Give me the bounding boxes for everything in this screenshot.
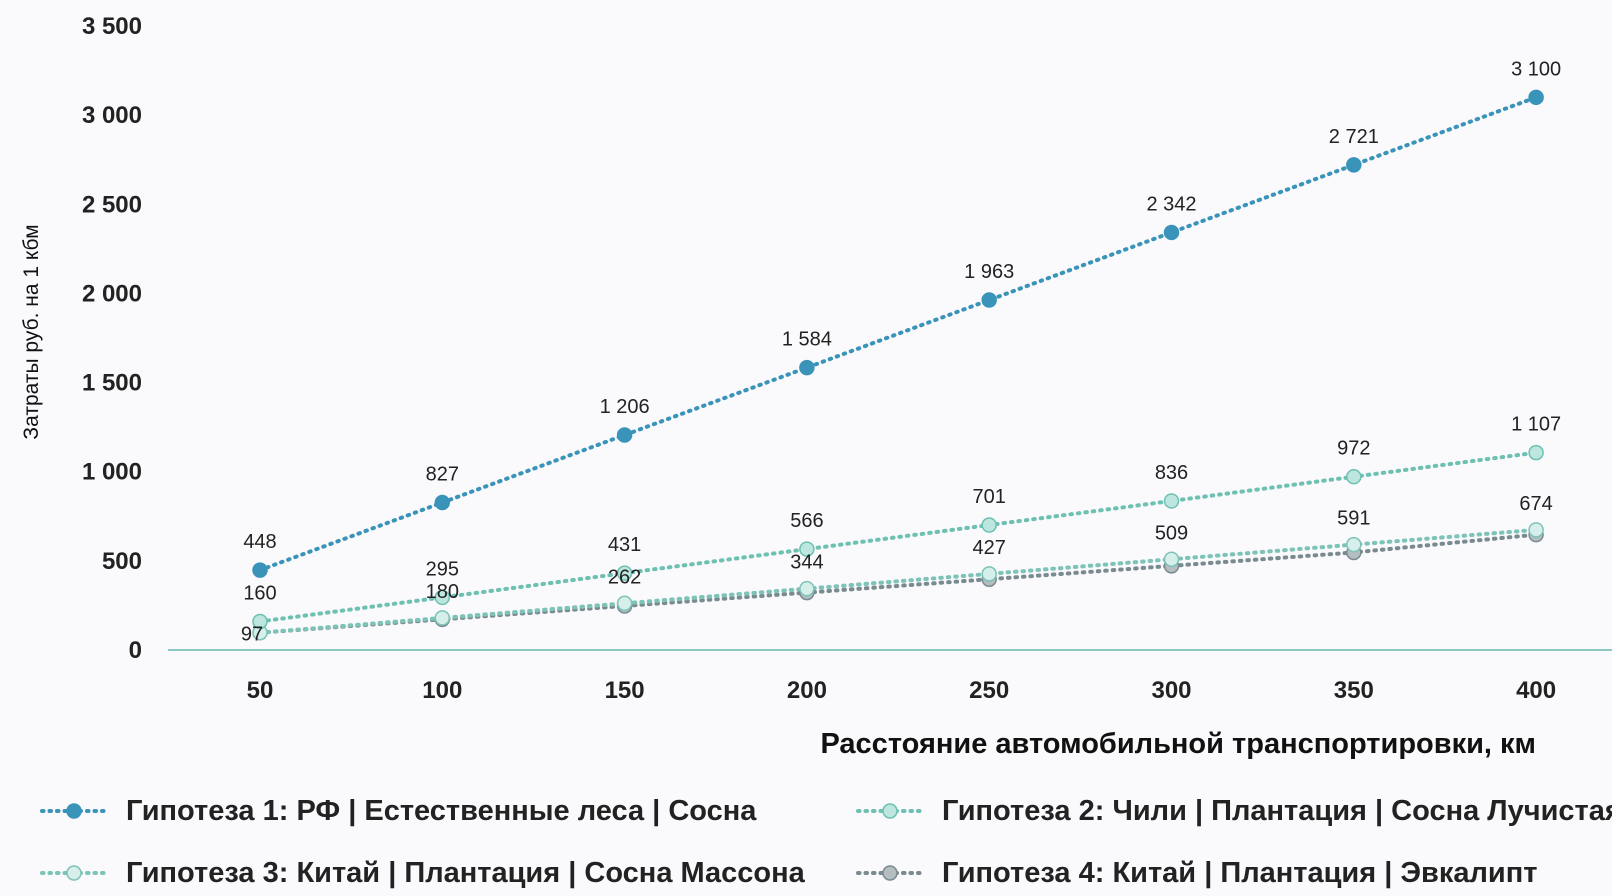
data-point (616, 565, 633, 581)
legend-item: Гипотеза 2: Чили | Плантация | Сосна Луч… (856, 795, 1612, 827)
data-point (981, 517, 997, 533)
x-tick-label: 50 (247, 677, 274, 704)
x-axis-title: Расстояние автомобильной транспортировки… (820, 728, 1536, 760)
y-tick-label: 2 000 (82, 280, 142, 307)
data-label: 427 (973, 537, 1006, 559)
x-tick-label: 150 (605, 677, 645, 704)
data-label: 674 (1519, 493, 1552, 515)
data-point (252, 562, 268, 578)
data-label: 180 (426, 581, 459, 603)
x-tick-label: 250 (969, 677, 1009, 704)
data-point (616, 427, 633, 443)
data-point (799, 541, 815, 557)
data-point (1163, 224, 1180, 241)
data-point (1528, 444, 1544, 461)
data-label: 1 206 (600, 396, 650, 418)
y-tick-label: 500 (102, 548, 142, 575)
data-point (799, 580, 815, 597)
y-tick-label: 1 500 (82, 370, 142, 397)
data-label: 1 963 (964, 261, 1014, 283)
data-label: 262 (608, 566, 641, 588)
data-label: 160 (243, 582, 276, 604)
x-tick-label: 200 (787, 677, 827, 704)
data-label: 701 (973, 486, 1006, 508)
x-tick-label: 350 (1334, 677, 1374, 704)
data-label: 836 (1155, 462, 1188, 484)
data-label: 295 (426, 558, 459, 580)
data-point (981, 292, 997, 308)
series-line (258, 532, 1539, 635)
series-line (258, 450, 1539, 624)
y-axis-title: Затраты руб. на 1 кбм (20, 224, 43, 439)
legend-label: Гипотеза 2: Чили | Плантация | Сосна Луч… (942, 795, 1612, 827)
data-point (1346, 536, 1362, 553)
data-point (981, 566, 997, 582)
y-tick-label: 1 000 (82, 459, 142, 486)
data-point (434, 494, 451, 511)
data-label: 448 (243, 531, 276, 553)
data-point (1163, 493, 1180, 509)
data-label: 344 (790, 552, 823, 574)
legend-label: Гипотеза 4: Китай | Плантация | Эвкалипт (942, 857, 1537, 889)
y-tick-label: 2 500 (82, 191, 142, 218)
data-label: 3 100 (1511, 58, 1561, 80)
legend-marker-swatch (66, 865, 82, 881)
series-line (258, 95, 1539, 573)
data-point (1346, 157, 1362, 173)
x-tick-label: 300 (1151, 677, 1191, 704)
data-point (252, 613, 268, 630)
data-point (434, 589, 451, 606)
data-label: 972 (1337, 438, 1370, 460)
legend-label: Гипотеза 1: РФ | Естественные леса | Сос… (126, 795, 757, 827)
data-point (616, 595, 633, 612)
legend-marker-swatch (882, 865, 898, 881)
series-layer (252, 89, 1544, 641)
y-tick-label: 3 000 (82, 102, 142, 129)
y-tick-label: 0 (129, 637, 142, 664)
data-label: 591 (1337, 508, 1370, 530)
data-label: 1 584 (782, 329, 832, 351)
y-axis-ticks: 0 500 1 000 1 500 2 000 2 500 3 000 3 500 (82, 13, 142, 664)
data-label: 97 (241, 624, 263, 646)
data-point (434, 610, 451, 626)
legend-item: Гипотеза 4: Китай | Плантация | Эвкалипт (856, 857, 1537, 889)
x-tick-label: 400 (1516, 677, 1556, 704)
legend-item: Гипотеза 3: Китай | Плантация | Сосна Ма… (40, 857, 806, 889)
legend-item: Гипотеза 1: РФ | Естественные леса | Сос… (40, 795, 757, 827)
data-point (799, 359, 815, 376)
data-point (1346, 468, 1362, 485)
series-1 (252, 89, 1544, 578)
data-label: 2 721 (1329, 126, 1379, 148)
legend-marker-swatch (66, 803, 82, 819)
y-tick-label: 3 500 (82, 13, 142, 40)
legend: Гипотеза 1: РФ | Естественные леса | Сос… (40, 795, 1612, 889)
data-point (1528, 89, 1544, 106)
data-label: 509 (1155, 522, 1188, 544)
x-axis-ticks: 50 100 150 200 250 300 350 400 (247, 677, 1556, 704)
series-2 (252, 444, 1544, 630)
data-labels-layer: 448 827 1 206 1 584 1 963 2 342 2 721 3 100 160 2… (241, 58, 1561, 645)
data-label: 431 (608, 534, 641, 556)
x-tick-label: 100 (422, 677, 462, 704)
legend-label: Гипотеза 3: Китай | Плантация | Сосна Ма… (126, 857, 806, 889)
data-label: 566 (790, 510, 823, 532)
legend-marker-swatch (882, 803, 898, 819)
data-label: 827 (426, 464, 459, 486)
data-point (1163, 551, 1180, 568)
data-label: 2 342 (1146, 193, 1196, 215)
data-label: 1 107 (1511, 414, 1561, 436)
series-3 (252, 522, 1544, 641)
series-line (258, 527, 1539, 635)
data-point (1528, 522, 1544, 538)
